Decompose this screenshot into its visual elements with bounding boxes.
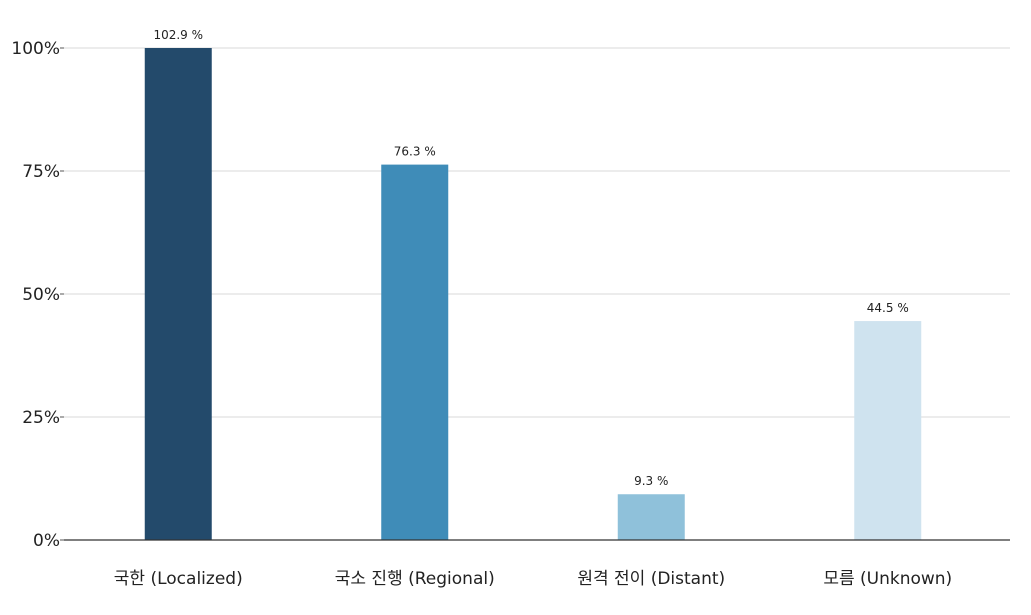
y-tick-label: 0% <box>33 531 60 551</box>
y-axis: 0% 25% 50% 75% 100% <box>11 39 64 551</box>
data-label: 76.3 % <box>394 145 436 159</box>
bar-3 <box>854 321 922 540</box>
x-tick-label: 원격 전이 (Distant) <box>577 569 725 589</box>
data-labels: 102.9 % 76.3 % 9.3 % 44.5 % <box>153 28 908 488</box>
data-label: 102.9 % <box>153 28 203 42</box>
bar-0 <box>144 48 212 540</box>
x-tick-label: 국한 (Localized) <box>114 569 243 589</box>
x-axis: 국한 (Localized) 국소 진행 (Regional) 원격 전이 (Dis… <box>64 539 1010 589</box>
bar-2 <box>617 494 685 540</box>
y-tick-label: 100% <box>11 39 60 59</box>
y-tick-label: 25% <box>22 408 60 428</box>
y-tick-label: 50% <box>22 285 60 305</box>
x-tick-label: 모름 (Unknown) <box>823 569 952 589</box>
x-tick-label: 국소 진행 (Regional) <box>335 569 495 589</box>
gridlines <box>64 47 1010 418</box>
data-label: 44.5 % <box>867 301 909 315</box>
bar-1 <box>381 164 449 540</box>
data-label: 9.3 % <box>634 474 668 488</box>
y-tick-label: 75% <box>22 162 60 182</box>
bars <box>144 48 922 540</box>
